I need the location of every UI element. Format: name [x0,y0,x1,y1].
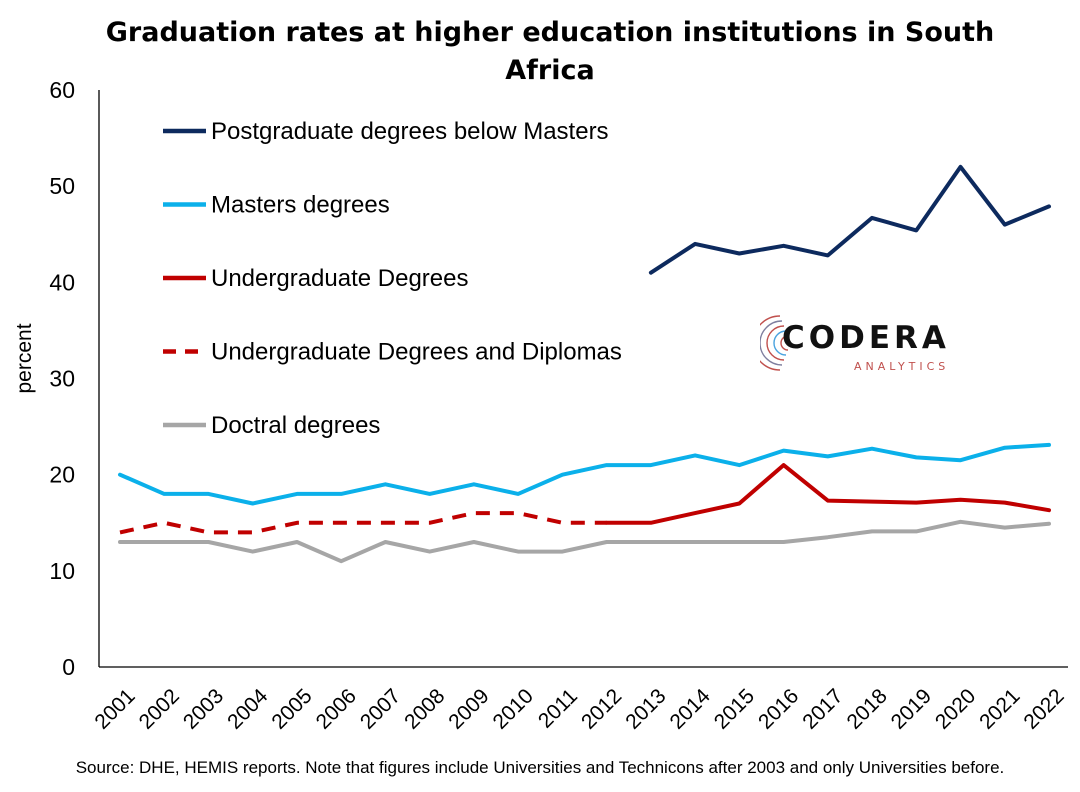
x-tick-label: 2015 [710,684,759,733]
x-tick-label: 2018 [842,684,891,733]
x-tick-label: 2012 [577,684,626,733]
logo-subtitle: ANALYTICS [854,360,950,373]
y-tick-label: 20 [49,462,75,488]
x-tick-label: 2006 [312,684,361,733]
y-tick-label: 40 [49,269,75,295]
legend-label-5: Doctral degrees [211,412,380,439]
x-tick-label: 2008 [400,684,449,733]
x-tick-label: 2017 [798,684,847,733]
legend: Postgraduate degrees below Masters Master… [163,118,622,439]
axes: 0 10 20 30 40 50 60 percent 20012002200320042005… [13,77,1069,734]
fingerprint-icon [760,315,789,371]
x-tick-label: 2009 [444,684,493,733]
logo-wordmark: CODERA [782,320,950,356]
y-tick-label: 60 [49,77,75,103]
y-axis-label: percent [13,323,36,393]
legend-label-4: Undergraduate Degrees and Diplomas [211,339,622,366]
codera-logo: CODERA ANALYTICS [760,310,960,376]
x-tick-label: 2005 [267,684,316,733]
series-line-3 [604,463,1051,525]
series-line-2 [118,442,1051,506]
legend-label-1: Postgraduate degrees below Masters [211,118,609,145]
series-line-1 [648,164,1051,275]
series-line-4 [119,511,607,535]
legend-label-3: Undergraduate Degrees [211,265,469,292]
y-tick-label: 30 [49,366,75,392]
x-tick-label: 2021 [975,684,1024,733]
x-tick-label: 2003 [179,684,228,733]
y-tick-label: 10 [49,558,75,584]
x-tick-label: 2019 [887,684,936,733]
source-note: Source: DHE, HEMIS reports. Note that fi… [75,758,1005,777]
x-tick-label: 2022 [1019,684,1068,733]
x-tick-label: 2001 [90,684,139,733]
x-tick-label: 2010 [489,684,538,733]
x-tick-label: 2007 [356,684,405,733]
x-tick-label: 2002 [135,684,184,733]
x-tick-label: 2016 [754,684,803,733]
x-tick-label: 2014 [666,684,716,734]
y-tick-label: 50 [49,173,75,199]
x-tick-label: 2011 [534,684,582,732]
x-tick-label: 2004 [223,684,273,734]
y-tick-label: 0 [62,654,75,680]
x-tick-label: 2020 [931,684,980,733]
chart-title: Graduation rates at higher education ins… [105,17,995,86]
series-line-5 [118,519,1051,564]
legend-label-2: Masters degrees [211,192,390,219]
series-layer [118,164,1051,564]
x-tick-label: 2013 [621,684,670,733]
